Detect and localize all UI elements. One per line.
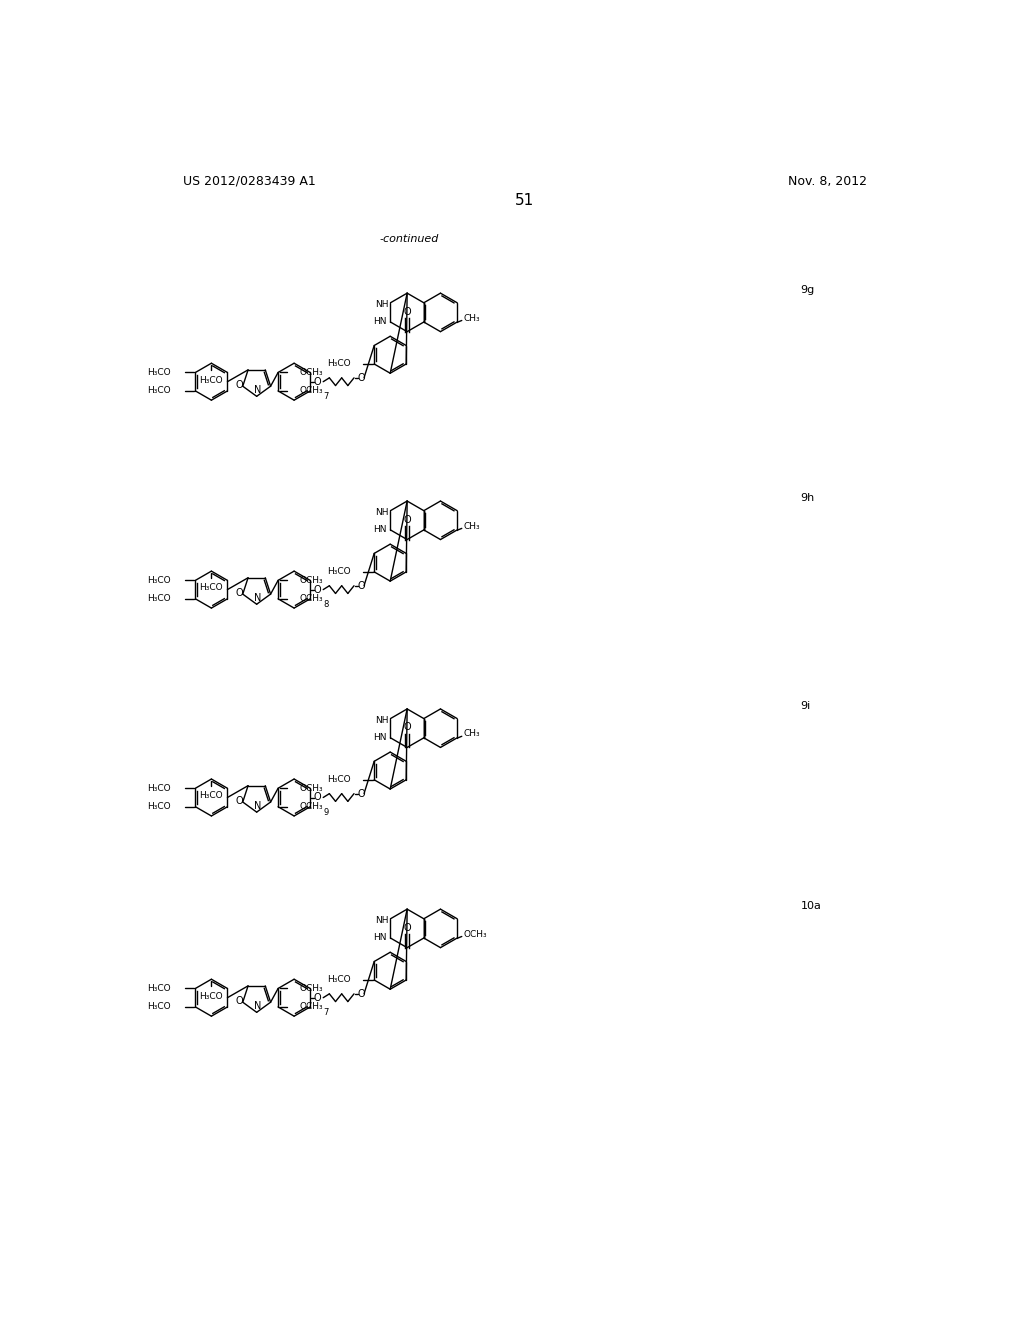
Text: H₃CO: H₃CO [328, 775, 351, 784]
Text: O: O [236, 380, 243, 391]
Text: H₃CO: H₃CO [328, 568, 351, 577]
Text: OCH₃: OCH₃ [300, 1002, 324, 1011]
Text: US 2012/0283439 A1: US 2012/0283439 A1 [183, 176, 315, 187]
Text: OCH₃: OCH₃ [300, 387, 324, 396]
Text: H₃CO: H₃CO [328, 359, 351, 368]
Text: N: N [254, 801, 261, 810]
Text: OCH₃: OCH₃ [463, 929, 487, 939]
Text: H₃CO: H₃CO [147, 784, 171, 793]
Text: O: O [313, 993, 321, 1003]
Text: H₃CO: H₃CO [147, 983, 171, 993]
Text: 8: 8 [324, 599, 329, 609]
Text: H₃CO: H₃CO [200, 792, 223, 800]
Text: OCH₃: OCH₃ [300, 784, 324, 793]
Text: O: O [357, 788, 365, 799]
Text: 9: 9 [324, 808, 329, 817]
Text: HN: HN [373, 733, 387, 742]
Text: O: O [357, 989, 365, 999]
Text: 10a: 10a [801, 902, 821, 911]
Text: N: N [254, 1001, 261, 1011]
Text: NH: NH [375, 508, 388, 516]
Text: OCH₃: OCH₃ [300, 594, 324, 603]
Text: O: O [403, 306, 411, 317]
Text: NH: NH [375, 300, 388, 309]
Text: -continued: -continued [380, 234, 439, 244]
Text: O: O [313, 585, 321, 594]
Text: O: O [403, 923, 411, 933]
Text: O: O [357, 581, 365, 591]
Text: NH: NH [375, 916, 388, 925]
Text: HN: HN [373, 933, 387, 941]
Text: O: O [313, 792, 321, 803]
Text: 9h: 9h [801, 494, 815, 503]
Text: OCH₃: OCH₃ [300, 576, 324, 585]
Text: H₃CO: H₃CO [200, 376, 223, 384]
Text: O: O [357, 372, 365, 383]
Text: 9g: 9g [801, 285, 815, 296]
Text: OCH₃: OCH₃ [300, 803, 324, 812]
Text: OCH₃: OCH₃ [300, 983, 324, 993]
Text: Nov. 8, 2012: Nov. 8, 2012 [787, 176, 866, 187]
Text: N: N [254, 593, 261, 603]
Text: H₃CO: H₃CO [328, 975, 351, 985]
Text: O: O [313, 376, 321, 387]
Text: H₃CO: H₃CO [200, 583, 223, 593]
Text: H₃CO: H₃CO [147, 1002, 171, 1011]
Text: H₃CO: H₃CO [200, 991, 223, 1001]
Text: O: O [236, 589, 243, 598]
Text: H₃CO: H₃CO [147, 368, 171, 378]
Text: O: O [236, 997, 243, 1006]
Text: O: O [403, 515, 411, 524]
Text: 51: 51 [515, 193, 535, 209]
Text: O: O [236, 796, 243, 807]
Text: 7: 7 [324, 1007, 329, 1016]
Text: 7: 7 [324, 392, 329, 401]
Text: OCH₃: OCH₃ [300, 368, 324, 378]
Text: CH₃: CH₃ [463, 314, 480, 322]
Text: NH: NH [375, 715, 388, 725]
Text: CH₃: CH₃ [463, 521, 480, 531]
Text: H₃CO: H₃CO [147, 803, 171, 812]
Text: HN: HN [373, 317, 387, 326]
Text: H₃CO: H₃CO [147, 576, 171, 585]
Text: O: O [403, 722, 411, 733]
Text: H₃CO: H₃CO [147, 594, 171, 603]
Text: 9i: 9i [801, 701, 811, 711]
Text: CH₃: CH₃ [463, 730, 480, 738]
Text: HN: HN [373, 524, 387, 533]
Text: H₃CO: H₃CO [147, 387, 171, 396]
Text: N: N [254, 385, 261, 395]
